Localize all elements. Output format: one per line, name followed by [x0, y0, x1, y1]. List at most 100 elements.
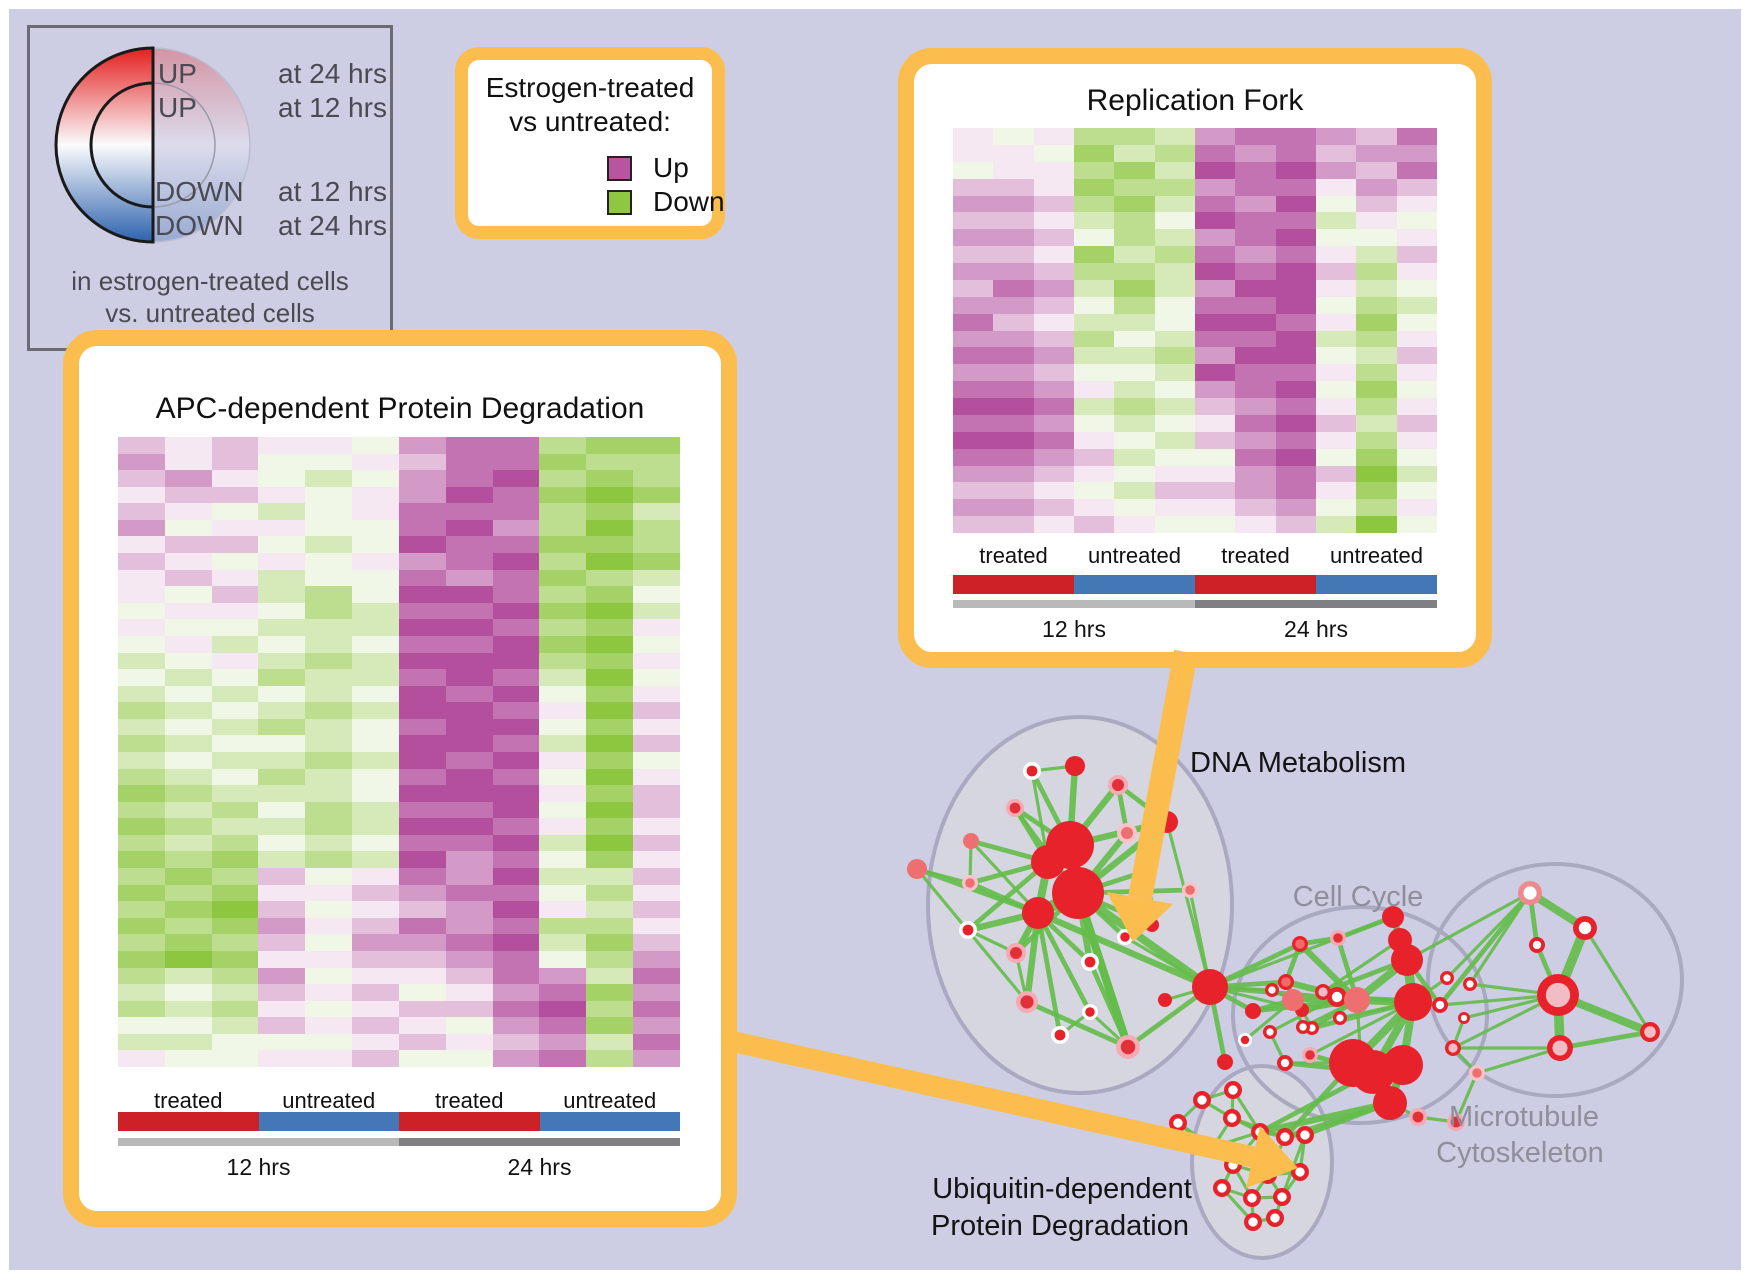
heatmap-cell	[1396, 364, 1437, 382]
heatmap-cell	[445, 1050, 493, 1067]
heatmap-cell	[492, 1017, 540, 1034]
heatmap-cell	[164, 553, 212, 570]
heatmap-cell	[211, 1000, 259, 1018]
heatmap-cell	[1275, 431, 1316, 449]
heatmap-cell	[1396, 279, 1437, 297]
heatmap-cell	[1315, 330, 1357, 348]
heatmap-cell	[993, 144, 1034, 162]
heatmap-cell	[352, 569, 399, 587]
heatmap-cell	[1033, 246, 1074, 263]
heatmap-cell	[1396, 263, 1437, 280]
heatmap-cell	[164, 536, 212, 554]
heatmap-cell	[164, 735, 212, 752]
heatmap-cell	[1114, 279, 1155, 297]
heatmap-cell	[633, 437, 680, 454]
heatmap-cell	[953, 465, 994, 483]
heatmap-cell	[1356, 212, 1397, 230]
heatmap-cell	[1315, 161, 1357, 179]
heatmap-cell	[539, 1050, 587, 1067]
heatmap-cell	[1315, 499, 1357, 517]
heatmap-cell	[1235, 229, 1276, 247]
heatmap-cell	[445, 868, 493, 885]
heatmap-cell	[539, 1000, 587, 1018]
heatmap-cell	[398, 453, 446, 471]
heatmap-cell	[352, 486, 399, 504]
heatmap-cell	[492, 950, 540, 968]
updown-legend: Estrogen-treated vs untreated: Up Down	[455, 47, 725, 239]
heatmap-cell	[1315, 465, 1357, 483]
heatmap-cell	[1154, 178, 1195, 196]
heatmap-cell	[305, 1000, 353, 1018]
heatmap-cell	[539, 602, 587, 620]
heatmap-cell	[398, 751, 446, 769]
heatmap-cell	[164, 619, 212, 636]
heatmap-cell	[118, 569, 165, 587]
heatmap-cell	[1396, 313, 1437, 331]
heatmap-cell	[1396, 128, 1437, 145]
heatmap-cell	[445, 486, 493, 504]
heatmap-cell	[1315, 364, 1357, 382]
heatmap-cell	[1396, 330, 1437, 348]
heatmap-cell	[633, 702, 680, 719]
heatmap-cell	[398, 652, 446, 670]
heatmap-cell	[1396, 296, 1437, 314]
heatmap-cell	[445, 768, 493, 786]
heatmap-cell	[539, 801, 587, 819]
heatmap-cell	[352, 1050, 399, 1067]
heatmap-cell	[993, 364, 1034, 382]
heatmap-cell	[398, 503, 446, 520]
heatmap-cell	[953, 212, 994, 230]
heatmap-cell	[539, 536, 587, 554]
heatmap-cell	[492, 519, 540, 537]
heatmap-cell	[1073, 296, 1115, 314]
heatmap-cell	[1396, 229, 1437, 247]
heatmap-cell	[398, 536, 446, 554]
heatmap-cell	[352, 934, 399, 951]
heatmap-cell	[586, 1000, 634, 1018]
heatmap-cell	[1275, 128, 1316, 145]
heatmap-cell	[445, 950, 493, 968]
heatmap-cell	[118, 437, 165, 454]
heatmap-cell	[539, 884, 587, 902]
heatmap-cell	[1315, 279, 1357, 297]
heatmap-cell	[1275, 381, 1316, 398]
heatmap-cell	[118, 967, 165, 985]
heatmap-cell	[305, 834, 353, 852]
heatmap-cell	[586, 602, 634, 620]
heatmap-cell	[352, 984, 399, 1001]
heatmap-cell	[1235, 465, 1276, 483]
heatmap-cell	[633, 652, 680, 670]
heatmap-cell	[445, 652, 493, 670]
heatmap-cell	[258, 884, 306, 902]
heatmap-cell	[1315, 381, 1357, 398]
heatmap-cell	[305, 1017, 353, 1034]
heatmap-cell	[305, 818, 353, 835]
heatmap-cell	[586, 751, 634, 769]
heatmap-cell	[258, 536, 306, 554]
heatmap-cell	[398, 868, 446, 885]
heatmap-cell	[398, 635, 446, 653]
time-bar-12-hrs	[118, 1138, 399, 1146]
heatmap-cell	[1235, 347, 1276, 365]
heatmap-cell	[492, 967, 540, 985]
heatmap-cell	[164, 834, 212, 852]
heatmap-cell	[445, 901, 493, 918]
heatmap-cell	[993, 330, 1034, 348]
heatmap-cell	[164, 718, 212, 736]
heatmap-cell	[492, 685, 540, 703]
heatmap-cell	[492, 669, 540, 686]
heatmap-cell	[586, 437, 634, 454]
heatmap-cell	[118, 884, 165, 902]
heatmap-cell	[1275, 246, 1316, 263]
heatmap-cell	[258, 1050, 306, 1067]
heatmap-cell	[1235, 128, 1276, 145]
heatmap-cell	[352, 652, 399, 670]
heatmap-cell	[352, 950, 399, 968]
heatmap-cell	[953, 195, 994, 213]
heatmap-cell	[211, 669, 259, 686]
heatmap-cell	[164, 702, 212, 719]
replication-heatmap-panel: Replication Fork treated untreated treated…	[898, 48, 1492, 668]
heatmap-cell	[352, 1000, 399, 1018]
heatmap-cell	[1073, 144, 1115, 162]
updown-title-line2: vs untreated:	[509, 106, 671, 137]
